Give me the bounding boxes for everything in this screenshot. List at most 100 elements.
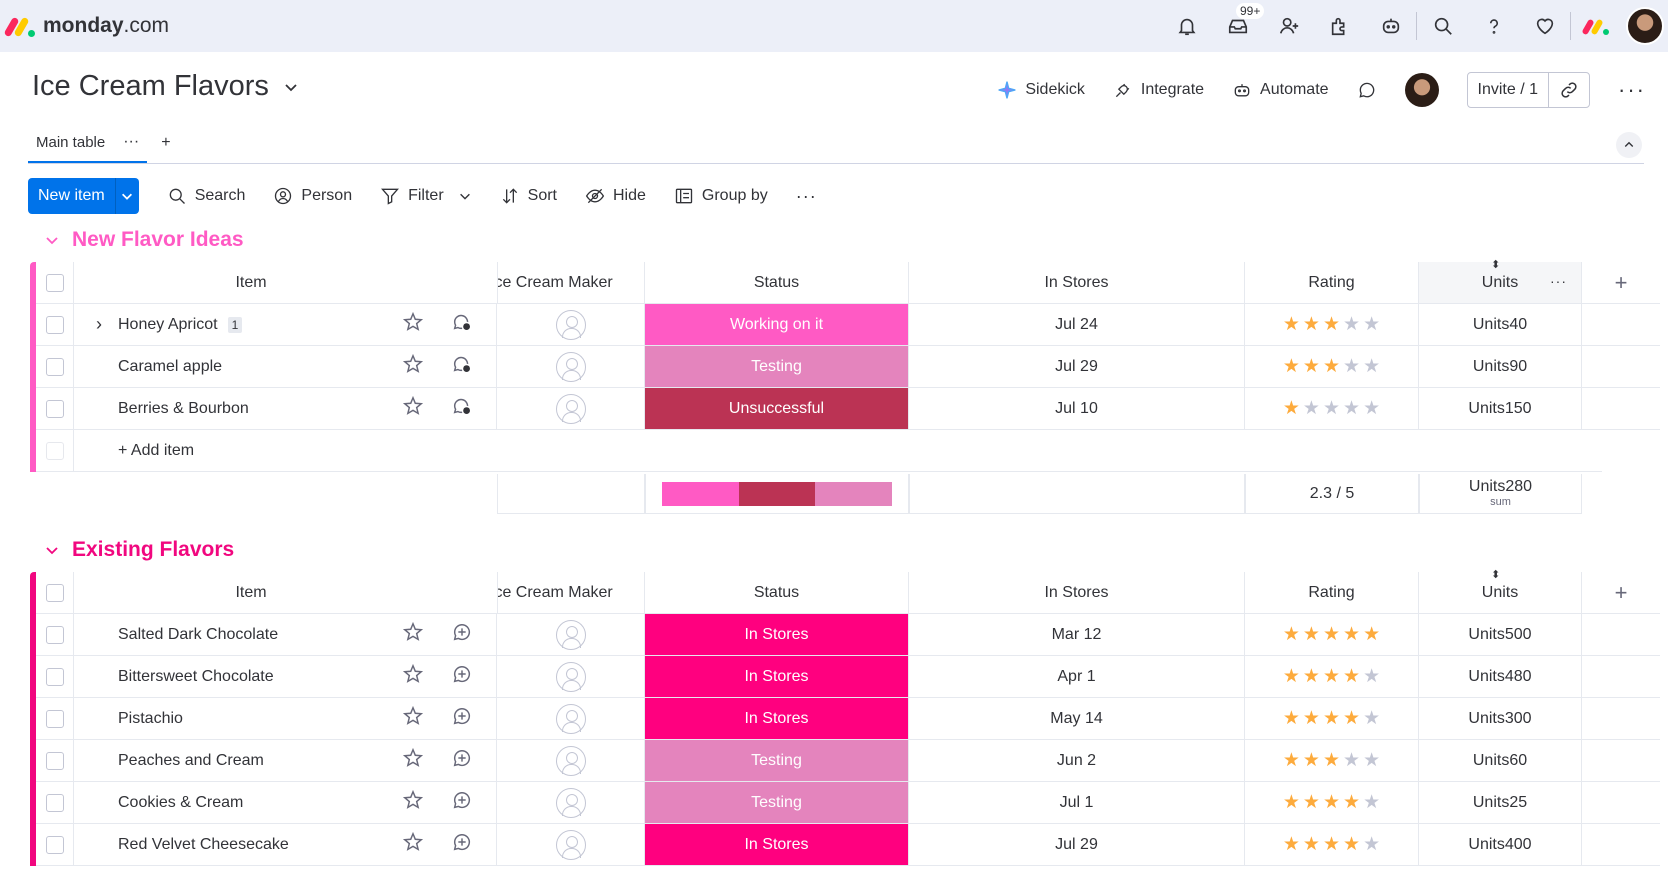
- star-icon[interactable]: ★: [1322, 666, 1341, 687]
- inbox-icon[interactable]: 99+: [1212, 0, 1265, 52]
- star-icon[interactable]: ★: [1363, 834, 1381, 855]
- user-avatar[interactable]: [1622, 0, 1668, 52]
- add-update-icon[interactable]: [451, 789, 473, 816]
- add-to-favorites-icon[interactable]: [402, 663, 424, 690]
- star-icon[interactable]: ★: [1322, 750, 1341, 771]
- column-menu-button[interactable]: ···: [1550, 273, 1567, 289]
- in-stores-date[interactable]: Jul 29: [909, 346, 1245, 388]
- star-icon[interactable]: ★: [1302, 666, 1320, 687]
- star-icon[interactable]: ★: [1343, 314, 1361, 335]
- star-icon[interactable]: ★: [1343, 708, 1361, 729]
- in-stores-date[interactable]: Apr 1: [909, 656, 1245, 698]
- ai-assistant-icon[interactable]: [1365, 0, 1416, 52]
- row-checkbox[interactable]: [45, 315, 64, 334]
- row-checkbox-cell[interactable]: [30, 304, 74, 346]
- item-name[interactable]: Salted Dark Chocolate: [118, 625, 279, 643]
- in-stores-date[interactable]: Jul 29: [909, 824, 1245, 866]
- row-checkbox-cell[interactable]: [30, 824, 74, 866]
- units-value[interactable]: Units40: [1419, 304, 1582, 346]
- item-name[interactable]: Caramel apple: [118, 357, 223, 375]
- chevron-down-icon[interactable]: [44, 542, 60, 558]
- column-header-units[interactable]: Units ⬍: [1419, 569, 1582, 614]
- item-name[interactable]: Cookies & Cream: [118, 793, 244, 811]
- star-icon[interactable]: ★: [1282, 708, 1300, 729]
- row-checkbox[interactable]: [45, 667, 64, 686]
- row-checkbox[interactable]: [45, 357, 64, 376]
- units-value[interactable]: Units400: [1419, 824, 1582, 866]
- chevron-down-icon[interactable]: [44, 232, 60, 248]
- add-update-icon[interactable]: [451, 831, 473, 858]
- in-stores-date[interactable]: Jun 2: [909, 740, 1245, 782]
- maker-person-cell[interactable]: [497, 740, 645, 782]
- item-name-cell[interactable]: › Honey Apricot 1: [74, 304, 379, 346]
- rating-cell[interactable]: ★ ★ ★ ★ ★: [1245, 614, 1419, 656]
- status-label[interactable]: In Stores: [645, 824, 909, 866]
- item-name[interactable]: Bittersweet Chocolate: [118, 667, 274, 685]
- in-stores-date[interactable]: Jul 1: [909, 782, 1245, 824]
- column-header-rating[interactable]: Rating: [1245, 262, 1419, 304]
- chevron-down-icon[interactable]: [114, 178, 139, 214]
- chevron-down-icon[interactable]: [283, 79, 299, 95]
- apps-icon[interactable]: [1314, 0, 1365, 52]
- rating-cell[interactable]: ★ ★ ★ ★ ★: [1245, 656, 1419, 698]
- add-to-favorites-icon[interactable]: [402, 789, 424, 816]
- invite-button[interactable]: Invite / 1: [1477, 81, 1539, 98]
- rating-cell[interactable]: ★ ★ ★ ★ ★: [1245, 782, 1419, 824]
- status-label[interactable]: Testing: [645, 740, 909, 782]
- star-icon[interactable]: ★: [1282, 624, 1300, 645]
- add-to-favorites-icon[interactable]: [402, 353, 424, 380]
- column-header-status[interactable]: Status: [645, 572, 909, 614]
- star-icon[interactable]: ★: [1302, 792, 1320, 813]
- group-header-existing-flavors[interactable]: Existing Flavors: [44, 538, 234, 562]
- add-item-label[interactable]: + Add item: [118, 441, 195, 459]
- add-to-favorites-icon[interactable]: [402, 831, 424, 858]
- star-icon[interactable]: ★: [1363, 708, 1381, 729]
- search-button[interactable]: Search: [167, 186, 245, 206]
- bell-icon[interactable]: [1161, 0, 1212, 52]
- star-icon[interactable]: ★: [1302, 398, 1320, 419]
- star-icon[interactable]: ★: [1363, 750, 1381, 771]
- new-item-button[interactable]: New item: [28, 178, 139, 214]
- star-icon[interactable]: ★: [1282, 792, 1300, 813]
- item-name-cell[interactable]: Pistachio: [74, 698, 379, 740]
- status-summary-cell[interactable]: [645, 474, 909, 514]
- star-icon[interactable]: ★: [1343, 624, 1361, 645]
- board-title[interactable]: Ice Cream Flavors: [32, 70, 269, 102]
- search-icon[interactable]: [1417, 0, 1468, 52]
- add-update-icon[interactable]: [451, 747, 473, 774]
- row-checkbox-cell[interactable]: [30, 388, 74, 430]
- star-icon[interactable]: ★: [1302, 750, 1320, 771]
- row-checkbox-cell[interactable]: [30, 698, 74, 740]
- star-icon[interactable]: ★: [1343, 750, 1361, 771]
- row-checkbox[interactable]: [45, 625, 64, 644]
- row-checkbox-cell[interactable]: [30, 782, 74, 824]
- item-name[interactable]: Peaches and Cream: [118, 751, 264, 769]
- item-name-cell[interactable]: Peaches and Cream: [74, 740, 379, 782]
- row-checkbox-cell[interactable]: [30, 656, 74, 698]
- group-title[interactable]: Existing Flavors: [72, 538, 235, 561]
- copy-link-button[interactable]: [1548, 73, 1589, 107]
- star-icon[interactable]: ★: [1282, 750, 1300, 771]
- units-value[interactable]: Units150: [1419, 388, 1582, 430]
- filter-button[interactable]: Filter: [380, 186, 472, 206]
- select-all-checkbox-cell[interactable]: [30, 262, 74, 304]
- item-name-cell[interactable]: Berries & Bourbon: [74, 388, 379, 430]
- star-icon[interactable]: ★: [1343, 834, 1361, 855]
- star-icon[interactable]: ★: [1302, 356, 1320, 377]
- star-icon[interactable]: ★: [1322, 708, 1341, 729]
- tab-main-table[interactable]: Main table ···: [28, 123, 148, 163]
- status-distribution-segment[interactable]: [815, 481, 892, 506]
- maker-person-cell[interactable]: [497, 656, 645, 698]
- units-value[interactable]: Units25: [1419, 782, 1582, 824]
- units-summary-cell[interactable]: Units280 sum: [1419, 474, 1582, 514]
- maker-person-cell[interactable]: [497, 782, 645, 824]
- add-item-input[interactable]: + Add item: [74, 430, 1602, 472]
- board-owner-avatar[interactable]: [1404, 73, 1439, 107]
- units-value[interactable]: Units500: [1419, 614, 1582, 656]
- status-label[interactable]: In Stores: [645, 656, 909, 698]
- star-icon[interactable]: ★: [1322, 624, 1341, 645]
- item-name-cell[interactable]: Salted Dark Chocolate: [74, 614, 379, 656]
- star-icon[interactable]: ★: [1282, 666, 1300, 687]
- rating-cell[interactable]: ★ ★ ★ ★ ★: [1245, 824, 1419, 866]
- select-all-checkbox[interactable]: [45, 583, 64, 602]
